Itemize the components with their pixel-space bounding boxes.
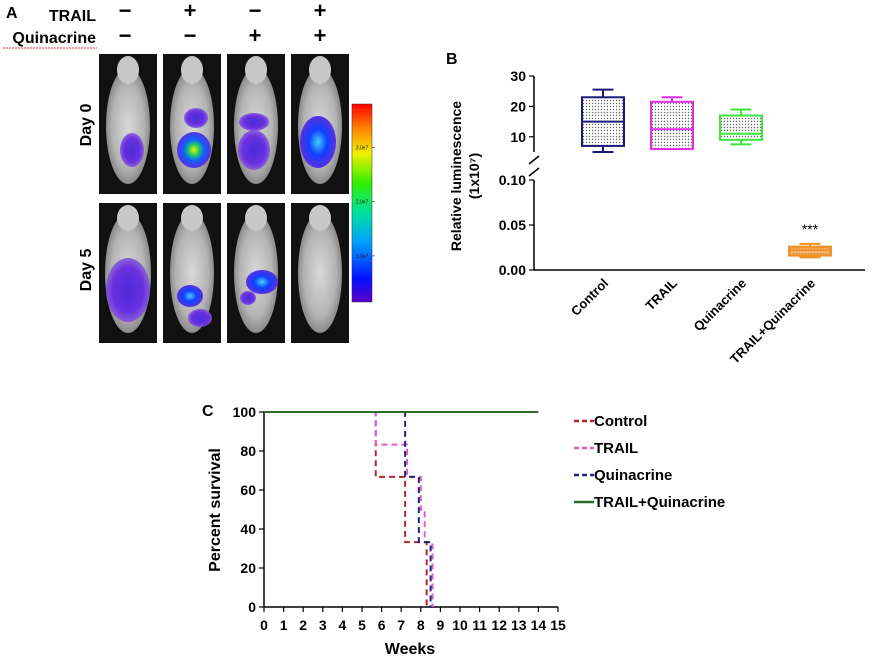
y-tick-label-c: 60: [240, 482, 256, 498]
y-tick-label-lower: 0.10: [499, 172, 526, 188]
x-tick-label-b: Quinacrine: [690, 276, 749, 335]
x-tick-label-c: 2: [299, 617, 307, 633]
mouse-image-day5-col3: [227, 203, 285, 343]
survival-line-control: [264, 411, 428, 607]
x-tick-label-c: 4: [339, 617, 347, 633]
sign-trail-col3: −: [249, 0, 262, 23]
day-0-label: Day 0: [78, 104, 95, 147]
x-tick-label-c: 8: [417, 617, 425, 633]
sign-quinacrine-col3: +: [249, 23, 262, 48]
x-tick-label-c: 1: [280, 617, 288, 633]
chart-b-boxes: [581, 88, 832, 259]
panel-b-label: B: [446, 51, 458, 68]
survival-line-quinacrine: [264, 411, 432, 607]
x-tick-label-c: 0: [260, 617, 268, 633]
panel-a-label: A: [6, 5, 18, 22]
sign-quinacrine-col4: +: [314, 23, 327, 48]
x-tick-label-c: 9: [437, 617, 445, 633]
axis-break-mark: [528, 167, 540, 177]
x-tick-label-b: TRAIL: [642, 275, 680, 313]
colorbar-ticks: 3.0e7 2.0e7 1.0e7: [356, 145, 375, 260]
survival-line-trail: [264, 411, 434, 607]
y-tick-label-c: 40: [240, 521, 256, 537]
colorbar-tick-label: 3.0e7: [356, 145, 369, 151]
panel-a: A TRAIL Quinacrine − − + − − + + + Day 0…: [3, 0, 375, 343]
y-axis-label-b: Relative luminescence: [448, 101, 464, 251]
y-tick-label-lower: 0.00: [499, 262, 526, 278]
x-tick-label-c: 6: [378, 617, 386, 633]
x-tick-label-c: 7: [397, 617, 405, 633]
mouse-image-day0-col2: [163, 54, 221, 194]
axis-break-mark: [528, 155, 540, 165]
mouse-image-day5-col2: [163, 203, 221, 343]
legend-label: Quinacrine: [594, 467, 672, 484]
y-tick-label-c: 100: [233, 404, 257, 420]
mouse-image-day0-col1: [99, 54, 157, 194]
x-tick-label-c: 10: [452, 617, 468, 633]
box-iqr-trail: [650, 100, 694, 150]
legend-label: TRAIL: [594, 440, 638, 457]
day-5-label: Day 5: [78, 249, 95, 292]
y-tick-label-c: 20: [240, 560, 256, 576]
colorbar-gradient: [351, 103, 373, 303]
x-tick-label-c: 11: [472, 617, 487, 633]
row-label-quinacrine: Quinacrine: [12, 30, 96, 47]
x-tick-label-c: 14: [531, 617, 547, 633]
x-tick-label-c: 5: [358, 617, 366, 633]
y-tick-label-lower: 0.05: [499, 217, 526, 233]
mouse-image-day5-col4: [291, 203, 349, 343]
colorbar-tick-label: 2.0e7: [356, 200, 369, 206]
mouse-image-day0-col4: [291, 54, 349, 194]
mouse-image-day5-col1: [99, 203, 157, 343]
x-tick-label-c: 3: [319, 617, 327, 633]
chart-b-axes: 10 20 30 0.00 0.05 0.10: [499, 68, 865, 278]
y-tick-label-c: 0: [248, 599, 256, 615]
sign-quinacrine-col1: −: [119, 23, 132, 48]
sign-trail-col4: +: [314, 0, 327, 23]
legend-label: Control: [594, 413, 647, 430]
y-tick-label-c: 80: [240, 443, 256, 459]
sign-trail-col2: +: [184, 0, 197, 23]
y-axis-units-b: (1x10⁷): [466, 153, 482, 199]
mouse-image-day0-col3: [227, 54, 285, 194]
y-tick-label-upper: 10: [510, 129, 526, 145]
box-iqr-quinacrine: [719, 114, 763, 141]
x-axis-label-c: Weeks: [385, 641, 436, 656]
x-tick-label-c: 13: [511, 617, 527, 633]
colorbar: 3.0e7 2.0e7 1.0e7: [351, 103, 375, 303]
panel-c-label: C: [202, 403, 214, 420]
panel-b: B Relative luminescence (1x10⁷) 10 20 30 0.…: [446, 51, 865, 367]
y-tick-label-upper: 20: [510, 98, 526, 114]
x-tick-label-c: 15: [550, 617, 566, 633]
significance-annotation: ***: [802, 221, 819, 237]
colorbar-tick-label: 1.0e7: [356, 254, 369, 260]
legend-label: TRAIL+Quinacrine: [594, 494, 725, 511]
treatment-signs: − − + − − + + +: [119, 0, 327, 48]
chart-c-legend: Control TRAIL Quinacrine TRAIL+Quinacrine: [574, 413, 725, 511]
x-tick-label-c: 12: [491, 617, 507, 633]
sign-quinacrine-col2: −: [184, 23, 197, 48]
sign-trail-col1: −: [119, 0, 132, 23]
row-label-trail: TRAIL: [49, 8, 96, 25]
y-tick-label-upper: 30: [510, 68, 526, 84]
chart-c-series: [264, 411, 539, 607]
mouse-images: [99, 54, 349, 343]
y-axis-label-c: Percent survival: [207, 448, 224, 572]
x-tick-label-b: Control: [568, 276, 611, 319]
